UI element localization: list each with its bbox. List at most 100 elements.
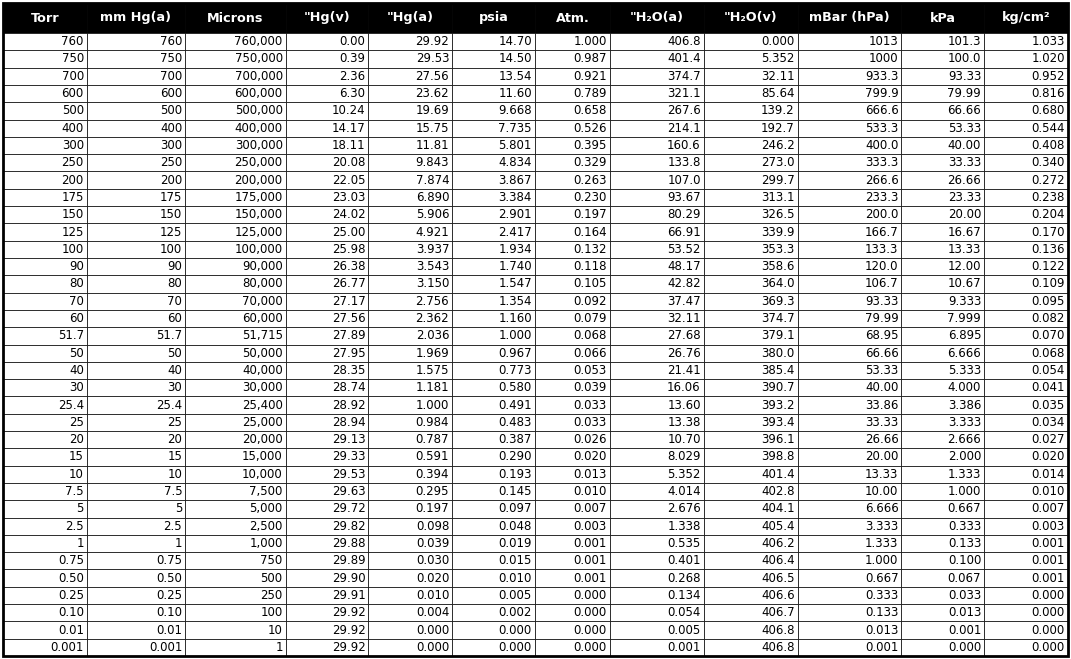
Text: 600,000: 600,000: [235, 87, 283, 100]
Bar: [534, 241, 609, 258]
Text: 0.000: 0.000: [1031, 623, 1065, 637]
Bar: [3, 275, 87, 293]
Bar: [902, 587, 984, 604]
Text: 29.90: 29.90: [332, 571, 365, 585]
Bar: [3, 552, 87, 569]
Bar: [902, 171, 984, 188]
Bar: [3, 345, 87, 362]
Text: 398.8: 398.8: [761, 451, 795, 463]
Text: 369.3: 369.3: [761, 295, 795, 308]
Bar: [368, 154, 452, 171]
Text: 150,000: 150,000: [235, 208, 283, 221]
Text: 15.75: 15.75: [416, 122, 449, 134]
Bar: [3, 397, 87, 414]
Text: 5.801: 5.801: [499, 139, 532, 152]
Bar: [534, 587, 609, 604]
Bar: [902, 328, 984, 345]
Bar: [609, 466, 704, 483]
Bar: [609, 587, 704, 604]
Bar: [87, 154, 185, 171]
Bar: [984, 569, 1068, 587]
Text: 7.5: 7.5: [65, 485, 84, 498]
Bar: [3, 587, 87, 604]
Bar: [609, 258, 704, 275]
Text: 0.010: 0.010: [573, 485, 607, 498]
Bar: [984, 587, 1068, 604]
Bar: [609, 535, 704, 552]
Text: 11.60: 11.60: [498, 87, 532, 100]
Bar: [704, 223, 798, 241]
Text: 0.580: 0.580: [499, 382, 532, 394]
Bar: [534, 328, 609, 345]
Bar: [87, 379, 185, 397]
Text: 9.668: 9.668: [498, 104, 532, 117]
Bar: [798, 483, 902, 500]
Bar: [452, 397, 534, 414]
Bar: [798, 275, 902, 293]
Bar: [185, 188, 286, 206]
Text: 6.666: 6.666: [864, 502, 899, 515]
Bar: [87, 3, 185, 33]
Bar: [368, 102, 452, 119]
Text: 10,000: 10,000: [242, 468, 283, 481]
Bar: [185, 362, 286, 379]
Text: 30: 30: [167, 382, 182, 394]
Bar: [286, 639, 368, 656]
Bar: [286, 102, 368, 119]
Bar: [185, 552, 286, 569]
Bar: [984, 414, 1068, 431]
Text: 0.033: 0.033: [574, 416, 607, 429]
Bar: [3, 466, 87, 483]
Text: 700: 700: [160, 70, 182, 83]
Text: 300,000: 300,000: [235, 139, 283, 152]
Text: 0.067: 0.067: [948, 571, 981, 585]
Text: mBar (hPa): mBar (hPa): [810, 11, 890, 24]
Text: 13.54: 13.54: [498, 70, 532, 83]
Bar: [704, 33, 798, 50]
Text: 90,000: 90,000: [242, 260, 283, 273]
Bar: [902, 50, 984, 68]
Text: 20.08: 20.08: [332, 156, 365, 169]
Text: 200,000: 200,000: [235, 173, 283, 186]
Text: 0.483: 0.483: [499, 416, 532, 429]
Text: 3.384: 3.384: [499, 191, 532, 204]
Bar: [368, 50, 452, 68]
Text: 0.000: 0.000: [574, 589, 607, 602]
Text: 0.667: 0.667: [948, 502, 981, 515]
Bar: [984, 223, 1068, 241]
Bar: [185, 569, 286, 587]
Bar: [534, 517, 609, 535]
Text: 15,000: 15,000: [242, 451, 283, 463]
Bar: [609, 500, 704, 517]
Text: 2.901: 2.901: [498, 208, 532, 221]
Bar: [984, 328, 1068, 345]
Bar: [902, 223, 984, 241]
Text: 5: 5: [76, 502, 84, 515]
Bar: [609, 362, 704, 379]
Bar: [534, 414, 609, 431]
Bar: [452, 223, 534, 241]
Text: 0.015: 0.015: [499, 554, 532, 567]
Text: 2,500: 2,500: [250, 520, 283, 532]
Text: 0.000: 0.000: [416, 623, 449, 637]
Text: 80: 80: [69, 277, 84, 291]
Bar: [452, 569, 534, 587]
Bar: [87, 137, 185, 154]
Bar: [286, 68, 368, 85]
Text: 26.38: 26.38: [332, 260, 365, 273]
Text: 379.1: 379.1: [760, 330, 795, 342]
Text: 1.354: 1.354: [498, 295, 532, 308]
Text: 0.007: 0.007: [573, 502, 607, 515]
Text: 200: 200: [160, 173, 182, 186]
Bar: [704, 85, 798, 102]
Bar: [286, 3, 368, 33]
Text: 0.010: 0.010: [499, 571, 532, 585]
Text: 0.000: 0.000: [948, 641, 981, 654]
Bar: [902, 414, 984, 431]
Text: 0.001: 0.001: [1031, 537, 1065, 550]
Bar: [286, 50, 368, 68]
Text: 0.75: 0.75: [156, 554, 182, 567]
Bar: [902, 431, 984, 448]
Text: 0.082: 0.082: [1031, 312, 1065, 325]
Bar: [798, 345, 902, 362]
